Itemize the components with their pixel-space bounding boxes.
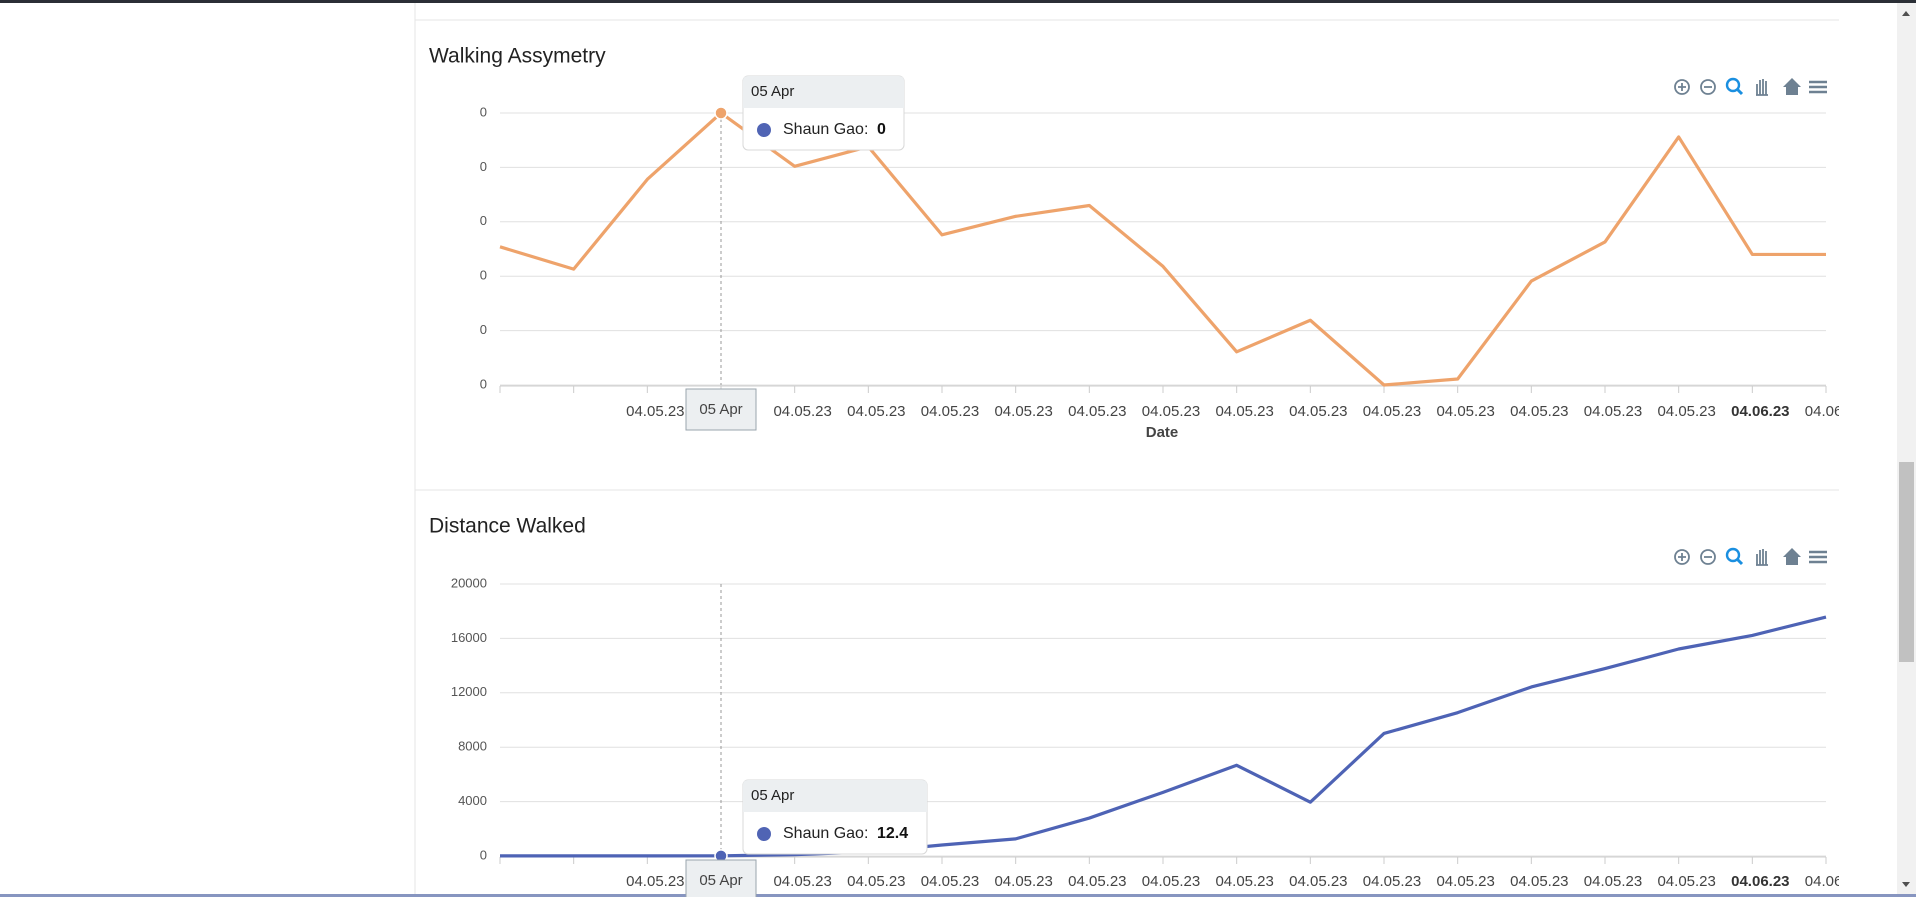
- x-tick-label: 04.05.23: [1215, 403, 1273, 420]
- zoom-out-button[interactable]: [1700, 79, 1716, 95]
- x-tick-label: 04.05.23: [1657, 873, 1715, 890]
- y-tick-label: 0: [480, 104, 487, 119]
- crosshair-label: 05 Apr: [685, 388, 757, 431]
- tooltip-title: 05 Apr: [751, 787, 794, 804]
- tooltip-header: [743, 76, 904, 108]
- y-tick-label: 16000: [451, 630, 487, 645]
- x-tick-label: 04.05.23: [1510, 873, 1568, 890]
- y-tick-label: 0: [480, 376, 487, 391]
- x-tick-label: 04.05.23: [1363, 403, 1421, 420]
- x-tick-label: 04.05.23: [1584, 873, 1642, 890]
- x-tick-label: 04.05.23: [773, 403, 831, 420]
- tooltip-series-name: Shaun Gao: [783, 825, 864, 842]
- charts: Walking Assymetry 0 0 0 0 0 0 04.05.23 04.05.23 0…: [429, 45, 1863, 897]
- hover-marker: [714, 106, 728, 120]
- chart-toolbar: [1674, 547, 1827, 566]
- series-line: [499, 111, 1826, 387]
- pan-button[interactable]: [1756, 79, 1768, 96]
- y-tick-label: 0: [480, 847, 487, 862]
- y-tick-label: 20000: [451, 575, 487, 590]
- y-tick-label: 0: [480, 322, 487, 337]
- tooltip: 05 Apr Shaun Gao:0: [742, 75, 905, 151]
- x-tick-label: 04.05.23: [1142, 403, 1200, 420]
- reset-button[interactable]: [1783, 548, 1801, 565]
- scrollbar[interactable]: [1897, 3, 1916, 897]
- bottom-border: [0, 894, 1916, 897]
- tooltip: 05 Apr Shaun Gao:12.4: [742, 779, 928, 855]
- x-tick-label: 04.05.23: [1289, 873, 1347, 890]
- scrollbar-thumb[interactable]: [1899, 462, 1914, 662]
- menu-button[interactable]: [1809, 80, 1827, 94]
- y-tick-label: 0: [480, 213, 487, 228]
- scroll-down[interactable]: [1902, 882, 1910, 887]
- tooltip-colon: :: [864, 825, 868, 842]
- x-tick-label: 04.06.23: [1805, 873, 1863, 890]
- chart-toolbar: [1674, 77, 1827, 96]
- selection-zoom-button[interactable]: [1725, 547, 1741, 563]
- x-tick-label: 04.05.23: [1068, 873, 1126, 890]
- x-tick-label: 04.05.23: [1436, 873, 1494, 890]
- x-tick-label: 04.05.23: [1584, 403, 1642, 420]
- crosshair-label-text: 05 Apr: [699, 872, 742, 889]
- x-tick-label: 04.05.23: [1142, 873, 1200, 890]
- x-tick-label: 04.05.23: [1215, 873, 1273, 890]
- tooltip-dot: [757, 123, 771, 137]
- x-tick-label: 04.05.23: [626, 873, 684, 890]
- x-tick-label: 04.06.23: [1805, 403, 1863, 420]
- tooltip-colon: :: [864, 121, 868, 138]
- tooltip-value: 0: [877, 121, 886, 138]
- x-tick-label: 04.05.23: [1657, 403, 1715, 420]
- tooltip-header: [743, 780, 927, 812]
- zoom-in-button[interactable]: [1674, 549, 1690, 565]
- scroll-up[interactable]: [1902, 11, 1910, 16]
- series-line: [500, 615, 1827, 858]
- menu-button[interactable]: [1809, 550, 1827, 564]
- x-tick-label: 04.05.23: [773, 873, 831, 890]
- x-tick-label: 04.05.23: [1510, 403, 1568, 420]
- zoom-in-icon: [1678, 83, 1686, 91]
- selection-zoom-icon: [1735, 557, 1744, 566]
- x-tick-label: 04.05.23: [847, 403, 905, 420]
- x-tick-label: 04.05.23: [1289, 403, 1347, 420]
- crosshair-label-box: [685, 388, 757, 431]
- y-tick-label: 0: [480, 268, 487, 283]
- crosshair-label-text: 05 Apr: [699, 401, 742, 418]
- x-tick-label: 04.05.23: [847, 873, 905, 890]
- x-tick-label: 04.06.23: [1731, 873, 1789, 890]
- tooltip-dot: [757, 827, 771, 841]
- x-tick-label: 04.06.23: [1731, 403, 1789, 420]
- selection-zoom-icon: [1735, 87, 1744, 96]
- tooltip-title: 05 Apr: [751, 83, 794, 100]
- y-tick-label: 12000: [451, 684, 487, 699]
- y-tick-label: 4000: [458, 793, 487, 808]
- top-border: [0, 0, 1916, 3]
- y-tick-label: 8000: [458, 739, 487, 754]
- tooltip-series-name: Shaun Gao: [783, 121, 864, 138]
- x-tick-label: 04.05.23: [1363, 873, 1421, 890]
- zoom-in-icon: [1678, 553, 1686, 561]
- reset-button[interactable]: [1783, 78, 1801, 95]
- x-tick-label: 04.05.23: [1068, 403, 1126, 420]
- zoom-in-button[interactable]: [1674, 79, 1690, 95]
- pan-button[interactable]: [1756, 549, 1768, 566]
- x-tick-label: 04.05.23: [994, 403, 1052, 420]
- chart-title: Distance Walked: [429, 515, 586, 538]
- crosshair-label: 05 Apr: [685, 859, 757, 897]
- tooltip-value: 12.4: [877, 825, 908, 842]
- chart-title: Walking Assymetry: [429, 45, 606, 68]
- x-tick-label: 04.05.23: [921, 403, 979, 420]
- x-tick-label: 04.05.23: [921, 873, 979, 890]
- zoom-out-button[interactable]: [1700, 549, 1716, 565]
- x-axis-title: Date: [1146, 424, 1179, 441]
- x-tick-label: 04.05.23: [994, 873, 1052, 890]
- x-tick-label: 04.05.23: [1436, 403, 1494, 420]
- crosshair-label-box: [685, 859, 757, 897]
- y-tick-label: 0: [480, 159, 487, 174]
- x-tick-label: 04.05.23: [626, 403, 684, 420]
- selection-zoom-button[interactable]: [1725, 77, 1741, 93]
